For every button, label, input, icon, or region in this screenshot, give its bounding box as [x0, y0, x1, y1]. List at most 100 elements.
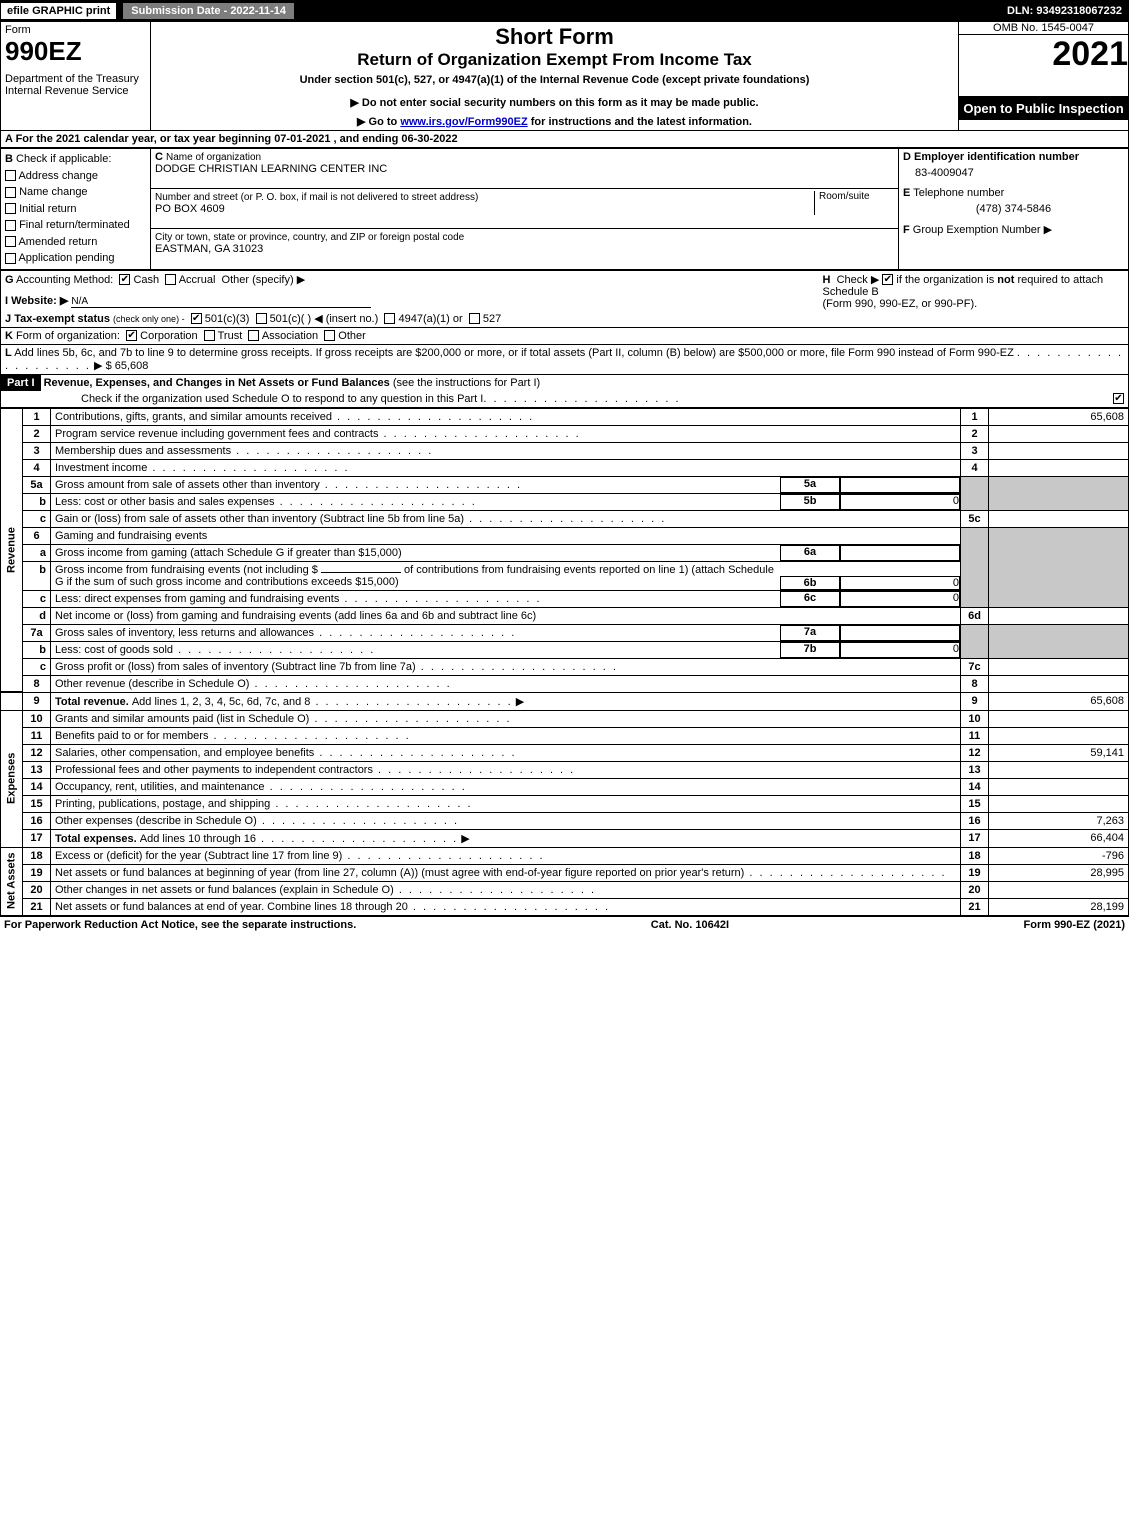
line-7b-subval: 0	[840, 642, 960, 658]
website-label: Website: ▶	[11, 295, 68, 307]
l-amount: $ 65,608	[106, 360, 149, 372]
section-c-name-cell: C Name of organization DODGE CHRISTIAN L…	[151, 149, 899, 189]
h-check: Check ▶	[837, 274, 880, 286]
line-6a-subval	[840, 545, 960, 561]
line-7a-text: Gross sales of inventory, less returns a…	[55, 627, 314, 639]
line-5c-amount	[989, 510, 1129, 527]
org-name: DODGE CHRISTIAN LEARNING CENTER INC	[155, 163, 387, 175]
line-9-refnum: 9	[961, 692, 989, 710]
section-b-label: B	[5, 153, 13, 165]
checkbox-app-pending[interactable]	[5, 253, 16, 264]
checkbox-4947[interactable]	[384, 313, 395, 324]
line-6c-text: Less: direct expenses from gaming and fu…	[55, 593, 339, 605]
grey-6	[961, 527, 989, 607]
line-20-amount	[989, 881, 1129, 898]
opt-address-change: Address change	[18, 170, 98, 182]
name-of-org-label: Name of organization	[166, 152, 261, 163]
line-10-num: 10	[23, 710, 51, 727]
opt-cash: Cash	[133, 274, 159, 286]
section-k: K Form of organization: Corporation Trus…	[0, 328, 1129, 345]
checkbox-schedule-o[interactable]	[1113, 393, 1124, 404]
line-6a-cell: Gross income from gaming (attach Schedul…	[51, 544, 961, 561]
line-4-num: 4	[23, 459, 51, 476]
checkbox-trust[interactable]	[204, 330, 215, 341]
line-4-amount	[989, 459, 1129, 476]
h-not: not	[997, 274, 1014, 286]
checkbox-corp[interactable]	[126, 330, 137, 341]
opt-association: Association	[262, 330, 318, 342]
checkbox-cash[interactable]	[119, 274, 130, 285]
line-3-num: 3	[23, 442, 51, 459]
checkbox-assoc[interactable]	[248, 330, 259, 341]
checkbox-527[interactable]	[469, 313, 480, 324]
line-6-text: Gaming and fundraising events	[51, 527, 961, 544]
e-label: E	[903, 187, 910, 199]
line-5b-cell: Less: cost or other basis and sales expe…	[51, 493, 961, 510]
section-l: L Add lines 5b, 6c, and 7b to line 9 to …	[0, 345, 1129, 375]
checkbox-amended[interactable]	[5, 236, 16, 247]
grey-5	[961, 476, 989, 510]
opt-527: 527	[483, 313, 501, 325]
opt-final-return: Final return/terminated	[19, 219, 130, 231]
checkbox-501c3[interactable]	[191, 313, 202, 324]
line-1-num: 1	[23, 408, 51, 425]
opt-accrual: Accrual	[179, 274, 216, 286]
line-18-text: Excess or (deficit) for the year (Subtra…	[51, 847, 961, 864]
line-15-refnum: 15	[961, 795, 989, 812]
line-5a-num: 5a	[23, 476, 51, 493]
checkbox-initial-return[interactable]	[5, 203, 16, 214]
room-suite-label: Room/suite	[814, 191, 894, 215]
ein-label: Employer identification number	[914, 151, 1079, 163]
checkbox-address-change[interactable]	[5, 170, 16, 181]
open-to-public: Open to Public Inspection	[959, 97, 1128, 120]
checkbox-other-org[interactable]	[324, 330, 335, 341]
checkbox-name-change[interactable]	[5, 187, 16, 198]
line-6b-blank[interactable]	[321, 572, 401, 573]
footer-left: For Paperwork Reduction Act Notice, see …	[4, 919, 356, 931]
line-14-num: 14	[23, 778, 51, 795]
website-value: N/A	[71, 296, 371, 308]
c-label: C	[155, 151, 163, 163]
efile-label[interactable]: efile GRAPHIC print	[1, 3, 118, 19]
check-only-one: (check only one) -	[113, 314, 185, 324]
line-19-num: 19	[23, 864, 51, 881]
line-9-amount: 65,608	[989, 692, 1129, 710]
section-g-cell: G Accounting Method: Cash Accrual Other …	[1, 270, 819, 327]
f-label: F	[903, 224, 910, 236]
line-5a-cell: Gross amount from sale of assets other t…	[51, 476, 961, 493]
line-19-amount: 28,995	[989, 864, 1129, 881]
line-8-text: Other revenue (describe in Schedule O)	[51, 675, 961, 692]
line-7c-amount	[989, 658, 1129, 675]
line-7a-subnum: 7a	[780, 625, 840, 641]
line-16-text: Other expenses (describe in Schedule O)	[51, 812, 961, 829]
line-13-refnum: 13	[961, 761, 989, 778]
line-6b-num: b	[23, 561, 51, 590]
line-7b-text: Less: cost of goods sold	[55, 644, 173, 656]
checkbox-final-return[interactable]	[5, 220, 16, 231]
grey-6-amt	[989, 527, 1129, 607]
opt-app-pending: Application pending	[18, 252, 114, 264]
line-20-num: 20	[23, 881, 51, 898]
footer-form-post: (2021)	[1090, 919, 1125, 931]
line-7c-num: c	[23, 658, 51, 675]
line-7b-subnum: 7b	[780, 642, 840, 658]
part1-check-text: Check if the organization used Schedule …	[81, 393, 483, 405]
checkbox-accrual[interactable]	[165, 274, 176, 285]
line-10-amount	[989, 710, 1129, 727]
city-label: City or town, state or province, country…	[155, 232, 464, 243]
opt-501c: 501(c)( )	[270, 313, 312, 325]
line-14-amount	[989, 778, 1129, 795]
vert-rev-end	[1, 692, 23, 710]
line-8-refnum: 8	[961, 675, 989, 692]
checkbox-schedule-b[interactable]	[882, 274, 893, 285]
part1-header-row: Part I Revenue, Expenses, and Changes in…	[0, 375, 1129, 408]
line-15-text: Printing, publications, postage, and shi…	[51, 795, 961, 812]
opt-other-org: Other	[338, 330, 366, 342]
irs-link[interactable]: www.irs.gov/Form990EZ	[400, 116, 527, 128]
section-def-cell: D Employer identification number 83-4009…	[899, 149, 1129, 270]
line-5a-subnum: 5a	[780, 477, 840, 493]
tel-value: (478) 374-5846	[903, 203, 1124, 215]
line-5b-subnum: 5b	[780, 494, 840, 510]
line-6d-num: d	[23, 607, 51, 624]
checkbox-501c[interactable]	[256, 313, 267, 324]
